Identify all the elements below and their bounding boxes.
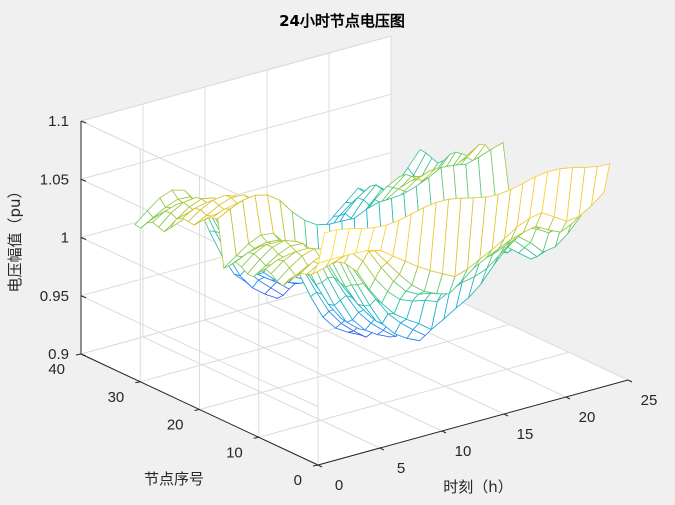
y-tick-mark <box>135 381 141 384</box>
y-tick-label: 40 <box>48 361 65 378</box>
x-tick-label: 25 <box>641 392 658 409</box>
x-tick-label: 10 <box>455 443 472 460</box>
y-tick-label: 0 <box>294 472 302 489</box>
grid-line <box>199 324 510 410</box>
x-tick-mark <box>627 379 633 383</box>
z-tick-mark <box>80 237 87 240</box>
grid-line <box>80 295 319 408</box>
y-tick-label: 10 <box>226 444 243 461</box>
grid-line <box>80 93 392 180</box>
y-tick-mark <box>253 436 259 439</box>
chart-title: 24小时节点电压图 <box>279 12 405 30</box>
z-axis-label: 电压幅值（pu） <box>6 183 24 292</box>
x-tick-label: 5 <box>397 460 405 477</box>
x-tick-label: 15 <box>517 426 534 443</box>
grid-line <box>80 237 319 349</box>
y-tick-mark <box>312 464 319 467</box>
z-tick-label: 1 <box>61 230 69 247</box>
voltage-surface <box>134 141 611 342</box>
y-tick-mark <box>194 409 200 411</box>
y-tick-mark <box>75 353 82 356</box>
z-tick-label: 0.95 <box>40 288 69 305</box>
x-tick-mark <box>379 447 385 451</box>
tick-labels: 0 5 10 15 20 25 0 10 20 30 400.9 0.95 1 1.05 1.1 <box>40 113 658 494</box>
x-tick-mark <box>317 464 323 468</box>
x-tick-mark <box>503 413 509 417</box>
z-tick-mark <box>80 353 87 357</box>
x-tick-mark <box>565 396 571 400</box>
y-tick-label: 30 <box>108 389 125 406</box>
z-tick-mark <box>80 120 87 124</box>
z-tick-label: 1.05 <box>40 171 69 188</box>
z-tick-mark <box>80 295 87 299</box>
x-tick-label: 20 <box>579 409 596 426</box>
x-axis-label: 时刻（h） <box>443 478 513 496</box>
grid-line <box>258 351 569 438</box>
y-tick-label: 20 <box>167 417 184 434</box>
x-tick-mark <box>441 430 447 434</box>
grid-line <box>80 152 392 238</box>
x-tick-label: 0 <box>335 477 343 494</box>
z-tick-label: 1.1 <box>48 113 69 130</box>
y-axis-label: 节点序号 <box>144 470 204 488</box>
z-tick-mark <box>80 178 87 182</box>
x-axis-line <box>317 379 629 466</box>
surface-cell <box>317 229 338 264</box>
box-edge <box>80 35 392 122</box>
z-tick-label: 0.9 <box>48 346 69 363</box>
